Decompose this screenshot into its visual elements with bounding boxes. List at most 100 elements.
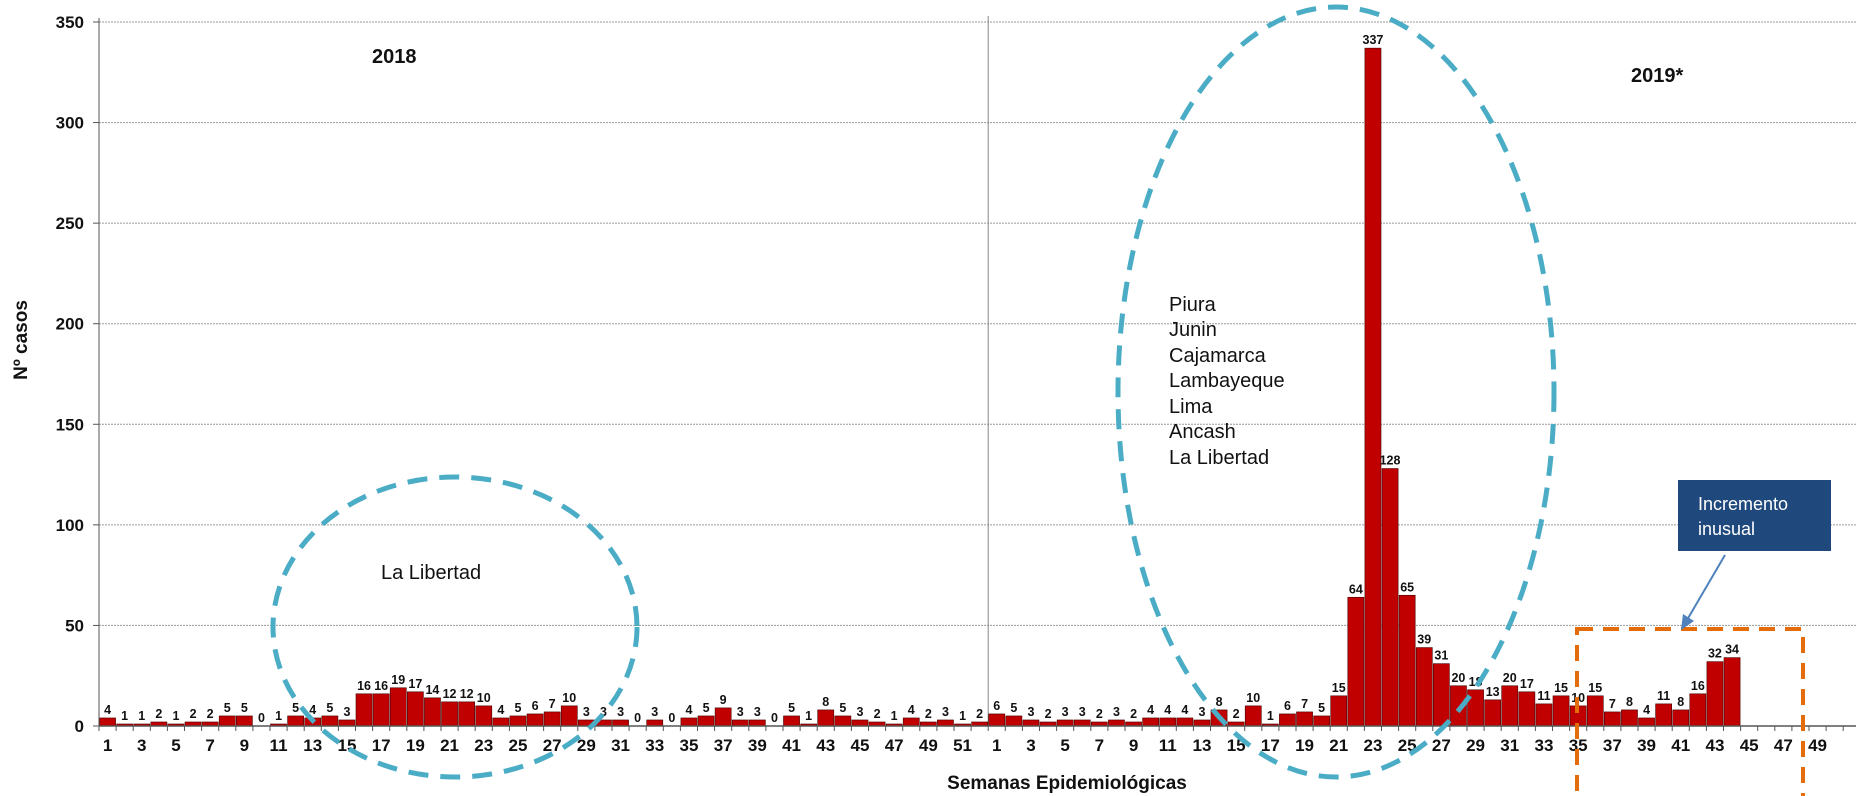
x-tick-label: 27	[1432, 736, 1451, 755]
bar-value-label: 2	[1045, 707, 1052, 721]
bar-value-label: 4	[685, 703, 692, 717]
bar-value-label: 3	[856, 705, 863, 719]
bar-value-label: 5	[839, 701, 846, 715]
x-tick-label: 35	[1569, 736, 1588, 755]
bar	[834, 715, 852, 727]
bar-value-label: 5	[514, 701, 521, 715]
bar-value-label: 11	[1657, 689, 1670, 703]
bar-value-label: 2	[1233, 707, 1240, 721]
x-tick-label: 23	[1363, 736, 1382, 755]
ellipse-2018	[270, 474, 640, 780]
bar	[321, 715, 339, 727]
y-tick-label: 100	[56, 516, 84, 535]
x-tick-label: 31	[1500, 736, 1519, 755]
bar-value-label: 2	[155, 707, 162, 721]
bar-value-label: 4	[104, 703, 111, 717]
annotation-regions-2019: Piura Junin Cajamarca Lambayeque Lima An…	[1169, 294, 1285, 469]
x-tick-label: 21	[440, 736, 459, 755]
bar	[731, 719, 749, 727]
x-tick-label: 1	[103, 736, 112, 755]
bar	[1296, 711, 1313, 727]
bar	[1176, 717, 1194, 727]
region-label: Piura	[1169, 294, 1217, 316]
bar-value-label: 1	[172, 709, 179, 723]
bar-value-label: 9	[720, 693, 727, 707]
bar	[817, 709, 835, 727]
x-tick-label: 7	[205, 736, 214, 755]
bar-value-label: 4	[1147, 703, 1154, 717]
bar-value-label: 17	[1520, 677, 1534, 691]
x-tick-label: 19	[1295, 736, 1314, 755]
x-axis-ticks: 1 3 5 7 9 11 13 15 17 19 21 23 25 27 29 31 33 35 37 39 41 43 4…	[98, 726, 1844, 755]
bar-value-label: 65	[1400, 580, 1414, 594]
bar-value-label: 10	[477, 691, 491, 705]
bar-value-label: 0	[258, 711, 265, 725]
x-tick-label: 49	[919, 736, 938, 755]
bar	[1313, 715, 1330, 727]
x-tick-label: 11	[1159, 736, 1177, 755]
x-tick-label: 35	[679, 736, 698, 755]
bar	[1484, 699, 1501, 727]
bar-value-label: 4	[1181, 703, 1188, 717]
bar-value-label: 5	[788, 701, 795, 715]
bar-value-label: 17	[408, 677, 422, 691]
bar-value-label: 5	[224, 701, 231, 715]
x-tick-label: 33	[645, 736, 664, 755]
bar-value-label: 6	[993, 699, 1000, 713]
bar-value-label: 4	[1164, 703, 1171, 717]
bar-value-label: 0	[634, 711, 641, 725]
y-tick-label: 300	[56, 114, 84, 133]
annotation-la-libertad-2018: La Libertad	[381, 562, 481, 584]
bar	[1159, 717, 1177, 727]
x-tick-label: 17	[1261, 736, 1280, 755]
bar	[1672, 709, 1690, 727]
bar-value-label: 16	[1691, 679, 1705, 693]
bar	[1364, 47, 1382, 727]
x-tick-label: 21	[1329, 736, 1348, 755]
x-tick-label: 11	[270, 736, 288, 755]
bar-value-label: 3	[583, 705, 590, 719]
bar	[1689, 693, 1707, 727]
x-tick-label: 19	[406, 736, 425, 755]
bar-value-label: 3	[651, 705, 658, 719]
bar-value-label: 2	[1130, 707, 1137, 721]
x-tick-label: 49	[1808, 736, 1827, 755]
bar-value-label: 128	[1380, 454, 1401, 468]
bar-value-label: 1	[1267, 709, 1274, 723]
bar	[218, 715, 236, 727]
x-tick-label: 9	[240, 736, 249, 755]
bar	[937, 719, 954, 727]
bar-value-label: 1	[805, 709, 812, 723]
bar	[406, 691, 424, 727]
callout-arrow	[1686, 554, 1726, 621]
gridlines	[99, 21, 1856, 626]
region-label: Ancash	[1169, 421, 1236, 443]
bar-value-label: 2	[976, 707, 983, 721]
x-tick-label: 25	[508, 736, 527, 755]
y-tick-label: 50	[65, 616, 84, 635]
bar	[1723, 657, 1741, 727]
bar-value-label: 8	[1677, 695, 1684, 709]
bar-value-label: 15	[1554, 681, 1568, 695]
x-tick-label: 23	[474, 736, 493, 755]
bar-value-label: 15	[1588, 681, 1602, 695]
x-tick-label: 27	[543, 736, 562, 755]
bar-value-label: 5	[241, 701, 248, 715]
x-tick-label: 29	[577, 736, 596, 755]
bar-value-label: 13	[1486, 685, 1500, 699]
region-label: Junin	[1169, 319, 1217, 341]
bar	[424, 697, 441, 727]
bar-value-label: 2	[874, 707, 881, 721]
x-tick-label: 1	[992, 736, 1001, 755]
bar	[1330, 695, 1348, 727]
x-tick-label: 5	[1060, 736, 1069, 755]
bar-value-label: 3	[600, 705, 607, 719]
x-axis-title: Semanas Epidemiológicas	[947, 773, 1187, 794]
bar-value-label: 2	[207, 707, 214, 721]
x-tick-label: 13	[303, 736, 322, 755]
bar-value-label: 5	[1318, 701, 1325, 715]
bar-value-label: 20	[1503, 671, 1517, 685]
bar	[1244, 705, 1262, 727]
bar-value-label: 15	[1332, 681, 1346, 695]
